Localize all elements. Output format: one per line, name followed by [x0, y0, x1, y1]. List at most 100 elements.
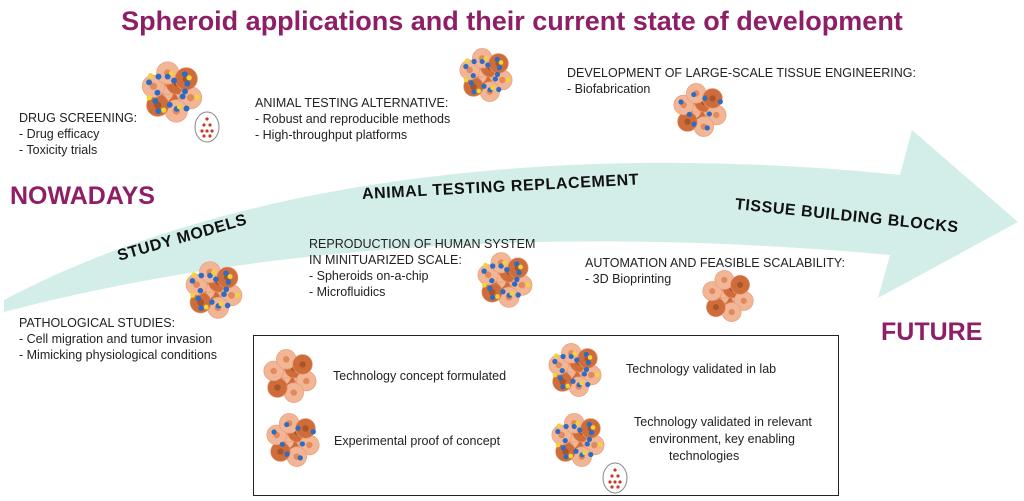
yellow-marker [147, 73, 154, 79]
blue-marker [584, 441, 590, 447]
blue-marker [513, 261, 520, 267]
cell-nucleus [728, 309, 735, 316]
blue-marker [559, 368, 565, 374]
reproduction-heading-line: REPRODUCTION OF HUMAN SYSTEM [309, 237, 536, 251]
arrow-shape [4, 130, 1018, 312]
blue-marker [481, 83, 487, 89]
yellow-marker [525, 282, 531, 288]
blue-marker [691, 121, 697, 127]
blue-marker [560, 353, 566, 360]
molecule-dot [208, 123, 212, 127]
yellow-marker [505, 77, 511, 82]
blue-marker [702, 95, 708, 101]
yellow-marker [565, 383, 571, 389]
cell-nucleus [274, 384, 281, 391]
blue-marker [498, 263, 504, 269]
animal-testing-alternative-item: - Robust and reproducible methods [255, 112, 451, 126]
yellow-marker [483, 56, 488, 61]
yellow-marker [161, 107, 167, 113]
yellow-marker [502, 260, 508, 266]
blue-marker [198, 305, 204, 311]
animal-testing-alternative-block: ANIMAL TESTING ALTERNATIVE: - Robust and… [255, 95, 450, 143]
blue-marker [511, 281, 518, 287]
blue-marker [717, 99, 723, 105]
blue-marker [223, 270, 229, 277]
animal-testing-alternative-item: - High-throughput platforms [255, 128, 408, 142]
maturity-legend-box [253, 335, 839, 496]
spheroid-pathological [185, 261, 243, 319]
molecule-dot [610, 474, 614, 478]
blue-marker [686, 111, 692, 117]
blue-marker [500, 288, 506, 295]
pathological-studies-item: - Mimicking physiological conditions [19, 348, 217, 362]
yellow-marker [509, 290, 515, 296]
molecule-dot [200, 129, 204, 133]
molecule-dot [208, 134, 212, 138]
legend-spheroid-proof [266, 413, 320, 467]
blue-marker [568, 353, 574, 360]
blue-marker [563, 423, 569, 430]
cell-nucleus [302, 425, 309, 432]
blue-marker [299, 441, 305, 447]
blue-marker [586, 421, 592, 427]
drug-screening-item: - Toxicity trials [19, 143, 98, 157]
yellow-marker [481, 282, 487, 288]
blue-marker [706, 111, 712, 117]
yellow-marker [568, 453, 574, 459]
blue-marker [563, 454, 569, 460]
nowadays-label: NOWADAYS [10, 182, 155, 210]
blue-marker [213, 276, 219, 283]
spheroid-animal-testing [459, 48, 513, 102]
automation-scalability-heading: AUTOMATION AND FEASIBLE SCALABILITY: [585, 256, 846, 270]
legend-loupe-icon [602, 462, 628, 494]
blue-marker [225, 279, 232, 285]
spheroid-reproduction [477, 252, 533, 308]
yellow-marker [176, 104, 183, 110]
blue-marker [481, 268, 487, 274]
yellow-marker [463, 77, 469, 83]
blue-marker [171, 77, 177, 84]
yellow-marker [483, 262, 488, 268]
reproduction-item: - Spheroids on-a-chip [309, 269, 429, 283]
yellow-marker [495, 294, 500, 299]
yellow-marker [190, 292, 196, 298]
molecule-dot [613, 480, 617, 484]
blue-marker [489, 294, 496, 300]
blue-marker [552, 358, 558, 365]
cell-nucleus [684, 118, 691, 125]
cell-nucleus [306, 441, 313, 449]
molecule-dot [205, 129, 209, 133]
blue-marker [577, 427, 583, 433]
blue-marker [560, 384, 566, 390]
blue-marker [494, 56, 500, 62]
blue-marker [704, 125, 710, 131]
blue-marker [297, 455, 303, 461]
cell-nucleus [277, 448, 284, 455]
legend-spheroid-concept [263, 349, 317, 403]
cell-nucleus [186, 94, 195, 102]
blue-marker [573, 448, 579, 454]
blue-marker [155, 108, 162, 114]
yellow-marker [476, 88, 482, 94]
molecule-dot [616, 474, 620, 478]
molecule-dot [616, 485, 620, 489]
blue-marker [146, 79, 153, 86]
blue-marker [470, 73, 476, 79]
blue-marker [570, 378, 576, 384]
blue-marker [209, 299, 215, 305]
cell-nucleus [740, 297, 747, 304]
spheroid-large-scale [673, 83, 727, 137]
legend-label-concept-formulated: Technology concept formulated [333, 369, 507, 383]
large-scale-tissue-heading: DEVELOPMENT OF LARGE-SCALE TISSUE ENGINE… [567, 66, 916, 80]
molecule-dot [202, 134, 206, 138]
cell-nucleus [709, 95, 716, 102]
cell-nucleus [149, 82, 158, 90]
molecule-dot [210, 129, 214, 133]
cell-nucleus [290, 389, 297, 396]
blue-marker [189, 278, 196, 284]
blue-marker [463, 63, 469, 70]
molecule-dot [205, 117, 209, 121]
cell-nucleus [588, 371, 595, 379]
cell-nucleus [558, 431, 565, 439]
